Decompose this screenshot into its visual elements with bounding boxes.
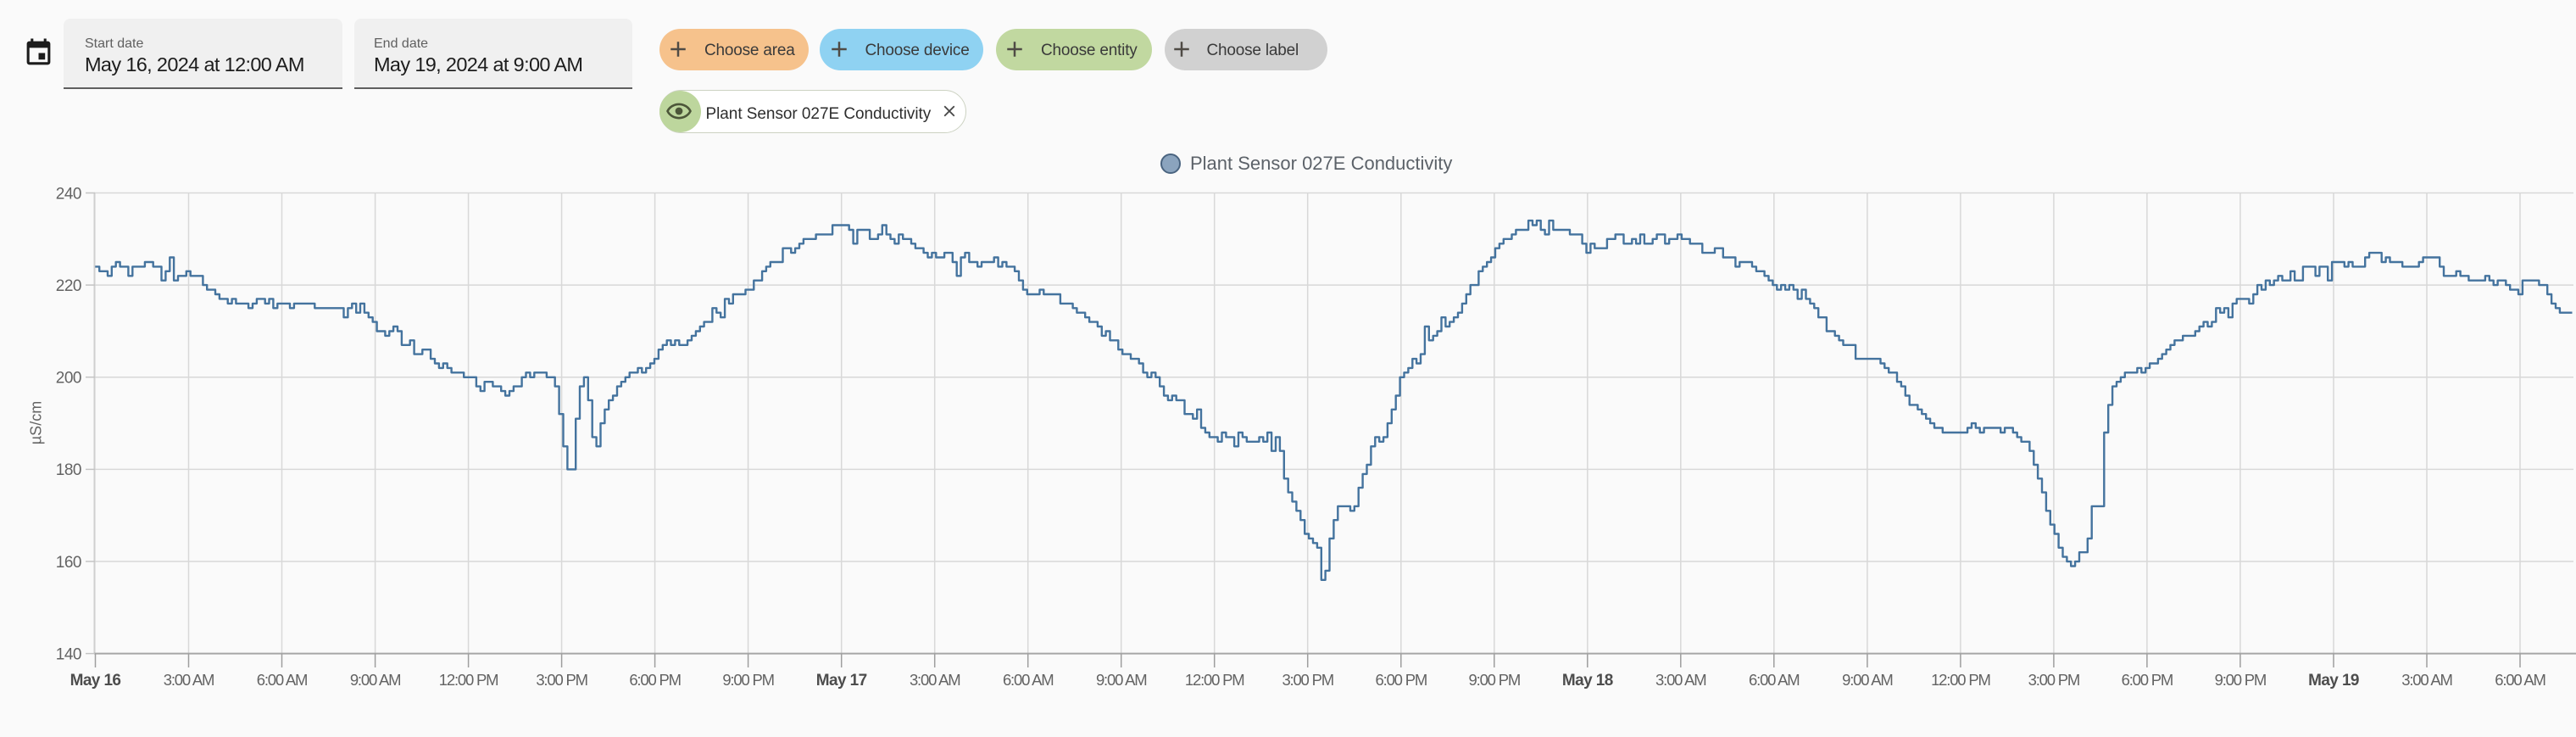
svg-text:240: 240 — [56, 185, 81, 203]
svg-text:3:00 AM: 3:00 AM — [1655, 671, 1705, 689]
svg-text:May 18: May 18 — [1562, 672, 1613, 690]
svg-text:May 16: May 16 — [70, 672, 121, 690]
svg-text:220: 220 — [56, 277, 81, 295]
svg-text:140: 140 — [56, 645, 81, 663]
svg-text:3:00 PM: 3:00 PM — [536, 671, 587, 689]
svg-text:160: 160 — [56, 554, 81, 572]
svg-text:3:00 AM: 3:00 AM — [2401, 671, 2451, 689]
svg-text:9:00 AM: 9:00 AM — [1096, 671, 1146, 689]
svg-text:180: 180 — [56, 461, 81, 479]
svg-text:3:00 PM: 3:00 PM — [1282, 671, 1333, 689]
svg-text:9:00 PM: 9:00 PM — [2215, 671, 2267, 689]
svg-text:6:00 PM: 6:00 PM — [1376, 671, 1427, 689]
svg-text:12:00 PM: 12:00 PM — [439, 671, 498, 689]
svg-text:12:00 PM: 12:00 PM — [1185, 671, 1244, 689]
svg-text:µS/cm: µS/cm — [28, 401, 45, 444]
svg-text:6:00 PM: 6:00 PM — [2122, 671, 2173, 689]
svg-text:6:00 AM: 6:00 AM — [1749, 671, 1799, 689]
svg-text:9:00 PM: 9:00 PM — [722, 671, 774, 689]
svg-text:12:00 PM: 12:00 PM — [1931, 671, 1990, 689]
svg-text:3:00 PM: 3:00 PM — [2028, 671, 2080, 689]
svg-text:9:00 AM: 9:00 AM — [1842, 671, 1892, 689]
svg-text:3:00 AM: 3:00 AM — [164, 671, 214, 689]
svg-text:3:00 AM: 3:00 AM — [910, 671, 960, 689]
svg-text:May 19: May 19 — [2308, 672, 2359, 690]
svg-text:9:00 PM: 9:00 PM — [1469, 671, 1521, 689]
svg-text:May 17: May 17 — [816, 672, 867, 690]
svg-text:9:00 AM: 9:00 AM — [350, 671, 400, 689]
svg-text:6:00 AM: 6:00 AM — [257, 671, 307, 689]
svg-text:6:00 PM: 6:00 PM — [629, 671, 681, 689]
svg-text:6:00 AM: 6:00 AM — [1003, 671, 1053, 689]
svg-text:200: 200 — [56, 370, 81, 388]
svg-text:6:00 AM: 6:00 AM — [2495, 671, 2545, 689]
